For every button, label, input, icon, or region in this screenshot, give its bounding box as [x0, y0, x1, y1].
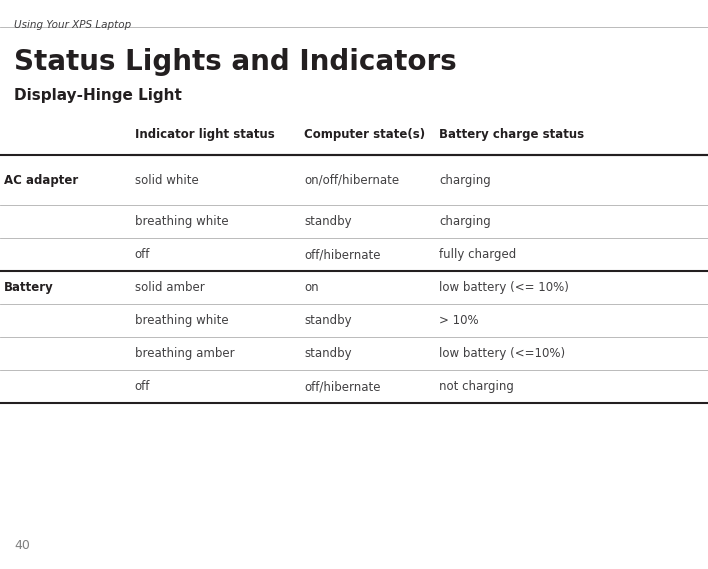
Text: charging: charging [439, 174, 491, 187]
Text: standby: standby [304, 348, 352, 360]
Text: on/off/hibernate: on/off/hibernate [304, 174, 399, 187]
Text: breathing white: breathing white [135, 315, 228, 327]
Text: Status Lights and Indicators: Status Lights and Indicators [14, 48, 457, 76]
Text: > 10%: > 10% [439, 315, 479, 327]
Text: off: off [135, 249, 150, 261]
Text: Battery charge status: Battery charge status [439, 128, 584, 141]
Text: fully charged: fully charged [439, 249, 516, 261]
Text: solid white: solid white [135, 174, 198, 187]
Text: on: on [304, 282, 319, 294]
Text: standby: standby [304, 216, 352, 228]
Text: Display-Hinge Light: Display-Hinge Light [14, 88, 182, 103]
Text: off/hibernate: off/hibernate [304, 381, 381, 393]
Text: Using Your XPS Laptop: Using Your XPS Laptop [14, 20, 132, 30]
Text: 40: 40 [14, 539, 30, 552]
Text: not charging: not charging [439, 381, 514, 393]
Text: off/hibernate: off/hibernate [304, 249, 381, 261]
Text: Computer state(s): Computer state(s) [304, 128, 426, 141]
Text: charging: charging [439, 216, 491, 228]
Text: Indicator light status: Indicator light status [135, 128, 274, 141]
Text: off: off [135, 381, 150, 393]
Text: Battery: Battery [4, 282, 53, 294]
Text: standby: standby [304, 315, 352, 327]
Text: breathing white: breathing white [135, 216, 228, 228]
Text: low battery (<=10%): low battery (<=10%) [439, 348, 565, 360]
Text: solid amber: solid amber [135, 282, 205, 294]
Text: low battery (<= 10%): low battery (<= 10%) [439, 282, 569, 294]
Text: breathing amber: breathing amber [135, 348, 234, 360]
Text: AC adapter: AC adapter [4, 174, 78, 187]
